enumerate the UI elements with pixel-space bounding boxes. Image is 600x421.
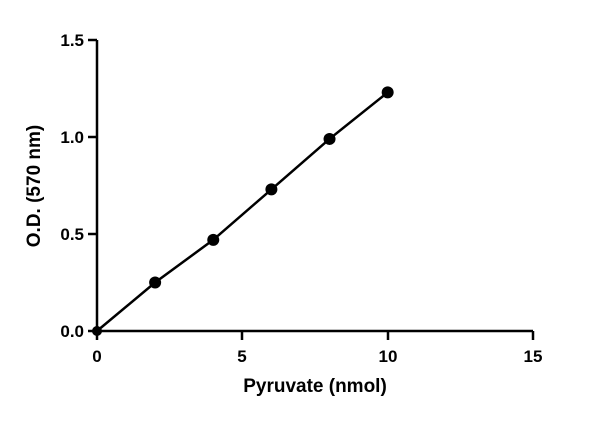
series-line: [96, 91, 389, 332]
x-axis-title: Pyruvate (nmol): [243, 376, 387, 397]
data-point-marker: [381, 86, 394, 99]
x-tick-label: 15: [524, 347, 543, 366]
y-axis: 1.5 1.0 0.5 0.0: [60, 31, 99, 341]
data-point-marker: [149, 276, 162, 289]
y-axis-title: O.D. (570 nm): [24, 125, 45, 247]
y-tick-label: 1.0: [60, 128, 84, 147]
y-tick-label: 0.0: [60, 322, 84, 341]
y-tick-label: 0.5: [60, 225, 84, 244]
data-point-marker: [323, 132, 336, 145]
data-series: [92, 86, 394, 336]
x-tick-label: 10: [379, 347, 398, 366]
x-tick-label: 0: [92, 347, 101, 366]
data-point-marker: [265, 183, 278, 196]
x-tick-label: 5: [237, 347, 246, 366]
data-point-marker: [92, 326, 102, 336]
x-axis: 0 5 10 15: [92, 329, 543, 366]
data-point-marker: [207, 233, 220, 246]
y-tick-label: 1.5: [60, 31, 84, 50]
